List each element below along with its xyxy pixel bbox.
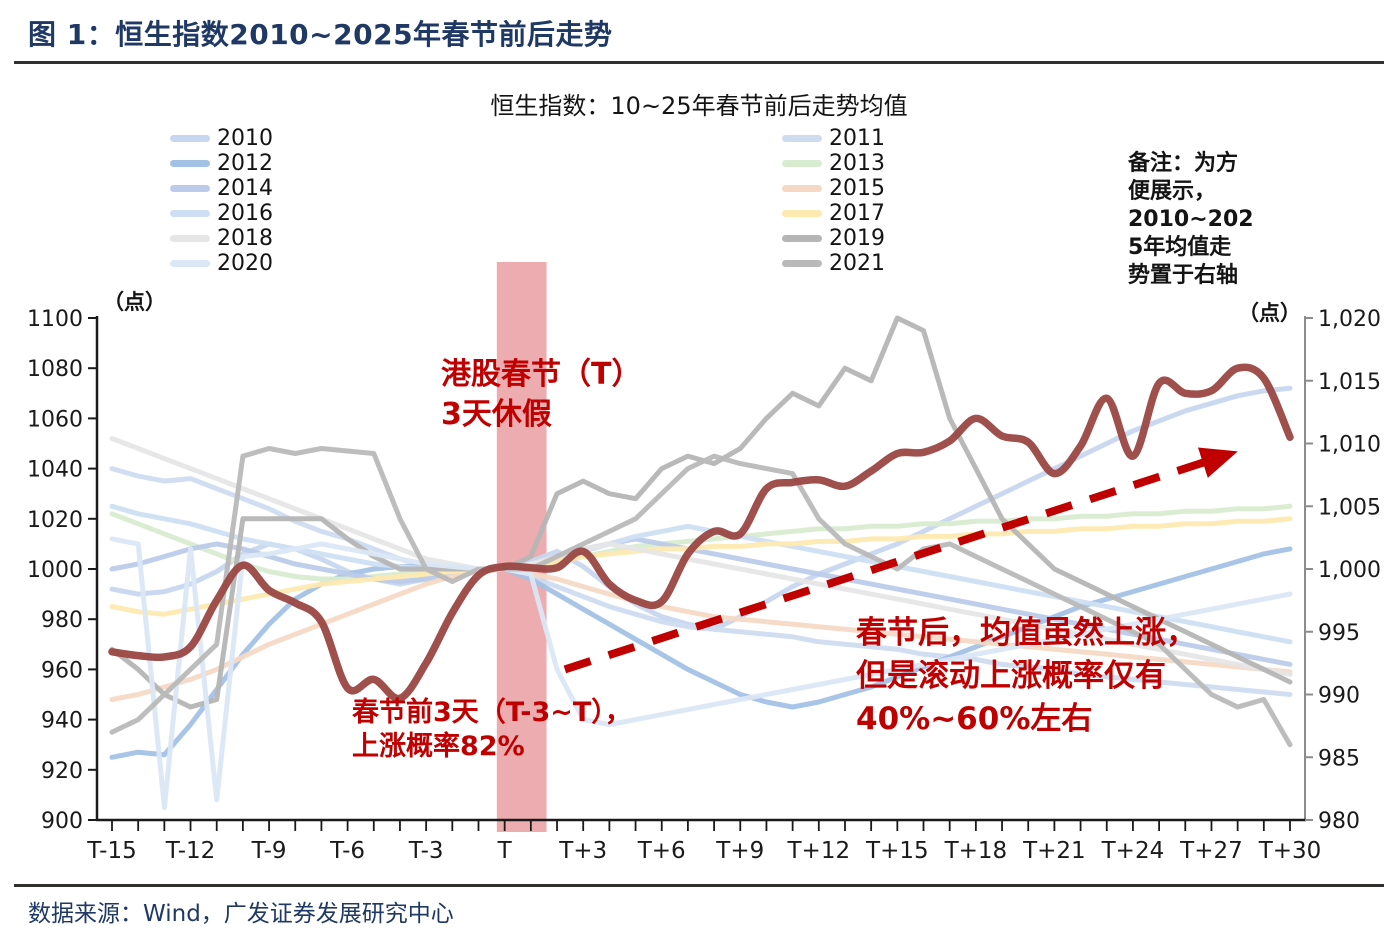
- legend-swatch: [782, 185, 822, 192]
- legend-label: 2017: [829, 200, 885, 226]
- legend-swatch: [782, 160, 822, 167]
- x-tick-label: T+3: [558, 838, 607, 864]
- legend-item-2017: 2017: [782, 201, 885, 226]
- x-tick-label: T+15: [865, 838, 929, 864]
- x-tick-label: T+30: [1258, 838, 1322, 864]
- annotation-holiday: 港股春节（T） 3天休假: [441, 357, 642, 432]
- figure-caption: 图 1：恒生指数2010~2025年春节前后走势: [28, 18, 613, 51]
- x-tick-label: T: [497, 838, 513, 864]
- legend-item-2021: 2021: [782, 251, 885, 276]
- series-line-2021: [109, 446, 1293, 748]
- legend-item-2020: 2020: [170, 251, 273, 276]
- legend-item-2012: 2012: [170, 151, 273, 176]
- legend-swatch: [782, 260, 822, 267]
- left-tick-label: 980: [41, 608, 83, 633]
- legend-item-2015: 2015: [782, 176, 885, 201]
- x-tick-label: T+12: [787, 838, 851, 864]
- legend-label: 2018: [217, 225, 273, 251]
- legend-label: 2012: [217, 150, 273, 176]
- series-line-2017: [109, 516, 1293, 617]
- legend-swatch: [170, 235, 210, 242]
- series-line-2016: [109, 503, 1293, 645]
- top-divider: [14, 61, 1384, 64]
- legend-item-2016: 2016: [170, 201, 273, 226]
- x-tick-label: T+6: [637, 838, 686, 864]
- legend-item-2011: 2011: [782, 126, 885, 151]
- left-tick-label: 1000: [27, 558, 83, 583]
- x-tick-label: T-6: [329, 838, 365, 864]
- holiday-band: [496, 262, 547, 832]
- legend-item-2018: 2018: [170, 226, 273, 251]
- right-tick-label: 1,015: [1318, 370, 1381, 395]
- legend-column-left: 2010 2012 2014 2016 2018 2020: [170, 126, 273, 276]
- legend-label: 2021: [829, 250, 885, 276]
- series-line-2014: [109, 536, 1293, 667]
- legend-label: 2015: [829, 175, 885, 201]
- right-tick-label: 1,010: [1318, 433, 1381, 458]
- x-tick-label: T+9: [715, 838, 764, 864]
- x-tick-label: T+18: [944, 838, 1008, 864]
- legend-swatch: [782, 135, 822, 142]
- legend-swatch: [170, 260, 210, 267]
- series-line-2020: [109, 536, 1293, 810]
- legend-swatch: [170, 160, 210, 167]
- x-tick-label: T-12: [165, 838, 216, 864]
- series-line-2015: [109, 566, 1293, 702]
- left-tick-label: 900: [41, 809, 83, 834]
- trend-arrow: [563, 447, 1238, 674]
- note-text: 备注：为方 便展示， 2010~202 5年均值走 势置于右轴: [1128, 151, 1254, 288]
- mean-line: [108, 363, 1294, 703]
- legend-swatch: [170, 210, 210, 217]
- legend-label: 2014: [217, 175, 273, 201]
- legend-label: 2019: [829, 225, 885, 251]
- x-tick-label: T+21: [1022, 838, 1086, 864]
- legend-item-2019: 2019: [782, 226, 885, 251]
- legend-item-2013: 2013: [782, 151, 885, 176]
- left-tick-label: 1060: [27, 407, 83, 432]
- right-tick-label: 985: [1318, 746, 1360, 771]
- left-tick-label: 940: [41, 709, 83, 734]
- bottom-divider: [14, 884, 1384, 887]
- legend-label: 2016: [217, 200, 273, 226]
- legend-label: 2020: [217, 250, 273, 276]
- left-tick-label: 920: [41, 759, 83, 784]
- annotation-pre-holiday: 春节前3天（T-3~T）， 上涨概率82%: [352, 697, 632, 762]
- series-line-2018: [109, 436, 1293, 677]
- legend-swatch: [782, 235, 822, 242]
- legend-item-2014: 2014: [170, 176, 273, 201]
- left-tick-label: 1100: [27, 307, 83, 332]
- legend-label: 2013: [829, 150, 885, 176]
- x-tick-label: T-9: [251, 838, 287, 864]
- legend-item-2010: 2010: [170, 126, 273, 151]
- right-tick-label: 980: [1318, 809, 1360, 834]
- legend-label: 2011: [829, 125, 885, 151]
- right-axis-unit: （点）: [1238, 301, 1301, 325]
- left-tick-label: 1040: [27, 458, 83, 483]
- x-tick-label: T-15: [86, 838, 137, 864]
- legend-swatch: [170, 135, 210, 142]
- right-tick-label: 1,000: [1318, 558, 1381, 583]
- right-tick-label: 1,020: [1318, 307, 1381, 332]
- legend-swatch: [170, 185, 210, 192]
- right-tick-label: 995: [1318, 621, 1360, 646]
- annotation-post-holiday: 春节后，均值虽然上涨， 但是滚动上涨概率仅有 40%~60%左右: [856, 615, 1197, 737]
- left-tick-label: 1020: [27, 508, 83, 533]
- legend-label: 2010: [217, 125, 273, 151]
- x-tick-label: T+27: [1179, 838, 1243, 864]
- x-tick-label: T+24: [1101, 838, 1165, 864]
- x-tick-label: T-3: [408, 838, 444, 864]
- right-tick-label: 990: [1318, 684, 1360, 709]
- chart-title: 恒生指数：10~25年春节前后走势均值: [490, 92, 908, 120]
- legend-swatch: [782, 210, 822, 217]
- left-tick-label: 960: [41, 658, 83, 683]
- left-axis-unit: （点）: [103, 290, 166, 314]
- left-tick-label: 1080: [27, 357, 83, 382]
- data-source: 数据来源：Wind，广发证券发展研究中心: [28, 901, 454, 927]
- right-tick-label: 1,005: [1318, 495, 1381, 520]
- legend-column-right: 2011 2013 2015 2017 2019 2021: [782, 126, 885, 276]
